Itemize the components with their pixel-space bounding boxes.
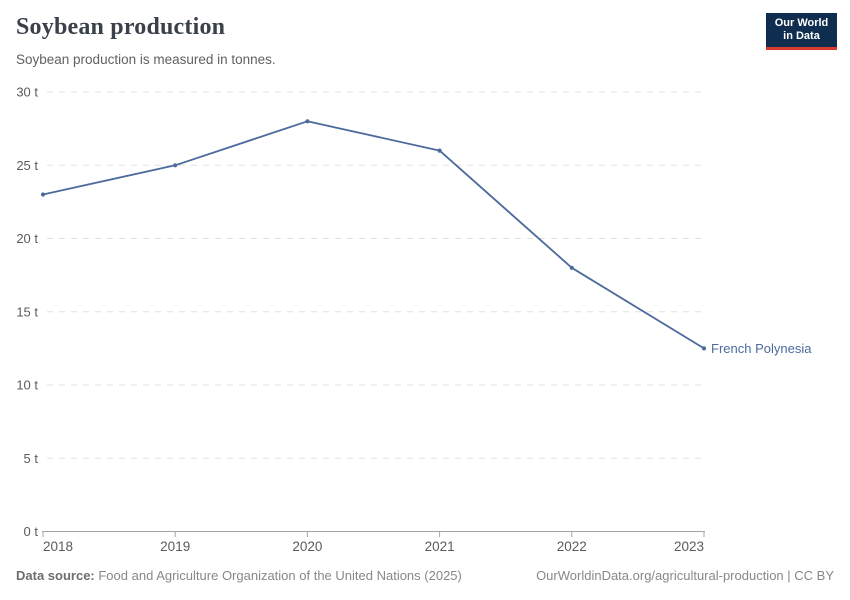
- y-axis-tick-label: 0 t: [24, 524, 39, 539]
- chart-subtitle: Soybean production is measured in tonnes…: [16, 52, 276, 67]
- data-point-marker[interactable]: [305, 119, 310, 124]
- y-axis-tick-label: 25 t: [16, 158, 38, 173]
- y-axis-tick-label: 20 t: [16, 231, 38, 246]
- series-line: [42, 120, 705, 350]
- y-axis-tick-label: 10 t: [16, 378, 38, 393]
- owid-logo[interactable]: Our World in Data: [766, 13, 837, 50]
- series-end-label[interactable]: French Polynesia: [711, 341, 812, 356]
- logo-text-line2: in Data: [783, 30, 820, 42]
- data-point-marker[interactable]: [569, 265, 574, 270]
- y-axis-tick-label: 15 t: [16, 304, 38, 319]
- data-point-marker[interactable]: [701, 346, 707, 351]
- data-source-label: Data source:: [16, 568, 95, 583]
- owid-url-link[interactable]: OurWorldinData.org/agricultural-producti…: [536, 568, 834, 583]
- x-axis-tick-label: 2019: [160, 539, 190, 554]
- data-source-note: Data source: Food and Agriculture Organi…: [16, 568, 462, 583]
- data-point-marker[interactable]: [437, 148, 442, 153]
- x-axis-tick-label: 2021: [425, 539, 455, 554]
- chart-footer: Data source: Food and Agriculture Organi…: [16, 568, 834, 583]
- data-source-text: Food and Agriculture Organization of the…: [94, 568, 462, 583]
- x-axis-tick-label: 2023: [674, 539, 704, 554]
- x-axis-tick-label: 2020: [292, 539, 322, 554]
- y-axis-tick-label: 30 t: [16, 85, 38, 100]
- y-axis-tick-label: 5 t: [24, 451, 39, 466]
- x-axis-tick-label: 2018: [43, 539, 73, 554]
- logo-text-line1: Our World: [774, 17, 829, 29]
- data-point-marker[interactable]: [173, 163, 178, 168]
- x-axis-tick-label: 2022: [557, 539, 587, 554]
- data-point-marker[interactable]: [40, 192, 46, 197]
- page-title: Soybean production: [16, 14, 226, 40]
